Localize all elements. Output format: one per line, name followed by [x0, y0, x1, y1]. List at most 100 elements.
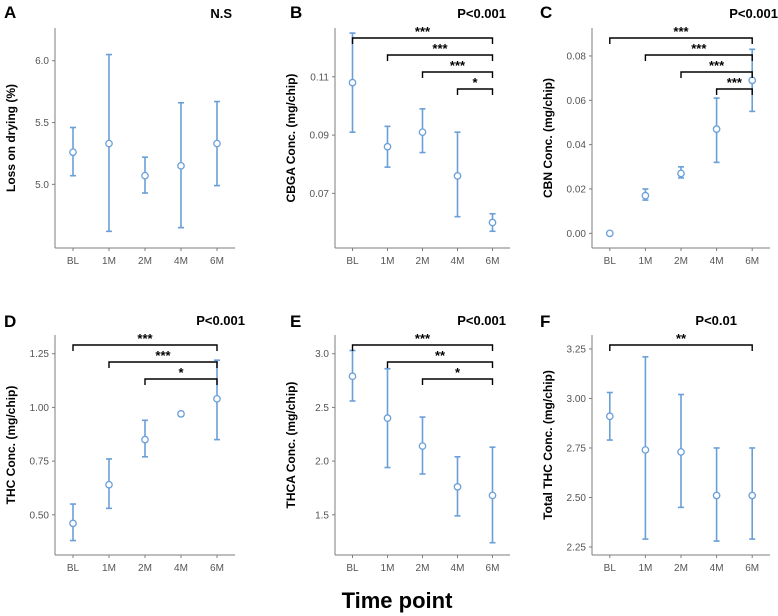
- data-point: [453, 483, 462, 491]
- data-point: [641, 446, 650, 454]
- x-tick-label: BL: [346, 563, 359, 574]
- p-value-label: P<0.01: [695, 313, 737, 328]
- x-tick-label: 6M: [486, 563, 500, 574]
- x-tick-label: BL: [67, 256, 80, 267]
- y-tick-label: 5.5: [35, 118, 49, 129]
- data-point: [69, 519, 77, 528]
- significance-bracket: [680, 71, 753, 78]
- y-tick-label: 0.06: [567, 96, 587, 107]
- panel-letter: E: [290, 312, 301, 331]
- p-value-label: P<0.001: [196, 313, 245, 328]
- significance-bracket: [609, 37, 753, 44]
- x-tick-label: 6M: [745, 563, 759, 574]
- data-point: [348, 78, 357, 87]
- p-value-label: P<0.001: [457, 6, 506, 21]
- significance-bracket: [351, 37, 494, 44]
- chart-panel-b: B P<0.001 CBGA Conc. (mg/chip) 0.07 0.09 0.11…: [284, 3, 510, 267]
- significance-bracket: [72, 344, 218, 351]
- y-tick-label: 0.08: [567, 51, 587, 62]
- y-tick-label: 2.75: [567, 443, 587, 454]
- panel-letter: B: [290, 3, 302, 22]
- panel-letter: F: [540, 312, 550, 331]
- x-tick-label: 6M: [210, 256, 224, 267]
- significance-bracket: [456, 88, 494, 95]
- data-point: [605, 412, 614, 421]
- y-tick-label: 0.00: [567, 229, 587, 240]
- x-tick-label: 1M: [381, 256, 395, 267]
- significance-label: *: [455, 365, 461, 380]
- data-point: [748, 491, 757, 500]
- significance-label: ***: [432, 41, 448, 56]
- significance-label: ***: [727, 75, 743, 90]
- y-tick-label: 6.0: [35, 56, 49, 67]
- data-point: [105, 480, 113, 489]
- y-axis-label: Total THC Conc. (mg/chip): [541, 370, 555, 520]
- data-point: [712, 491, 721, 500]
- data-point: [605, 229, 614, 238]
- significance-label: ***: [137, 331, 153, 346]
- y-tick-label: 3.00: [567, 394, 587, 405]
- data-point: [105, 139, 113, 148]
- y-tick-label: 0.75: [30, 457, 50, 468]
- significance-label: ***: [691, 41, 707, 56]
- significance-label: **: [435, 348, 446, 363]
- y-axis-label: THCA Conc. (mg/chip): [284, 382, 298, 509]
- chart-panel-c: C P<0.001 CBN Conc. (mg/chip) 0.00 0.02 0.04 0…: [540, 3, 778, 267]
- x-tick-label: 1M: [381, 563, 395, 574]
- x-tick-label: BL: [67, 563, 80, 574]
- panel-letter: A: [4, 3, 16, 22]
- y-tick-label: 3.25: [567, 344, 587, 355]
- data-point: [177, 161, 185, 170]
- p-value-label: N.S: [210, 6, 232, 21]
- x-tick-label: 2M: [674, 256, 688, 267]
- y-axis-label: THC Conc. (mg/chip): [4, 386, 18, 505]
- x-tick-label: 2M: [138, 563, 152, 574]
- significance-label: ***: [709, 58, 725, 73]
- significance-label: **: [676, 331, 687, 346]
- x-tick-label: 4M: [451, 256, 465, 267]
- data-point: [383, 142, 392, 151]
- data-point: [453, 172, 462, 180]
- x-tick-label: 2M: [416, 563, 430, 574]
- significance-bracket: [386, 361, 494, 368]
- y-tick-label: 2.5: [315, 403, 329, 414]
- data-point: [69, 148, 77, 157]
- data-point: [141, 171, 149, 180]
- significance-label: ***: [415, 24, 431, 39]
- panels: A N.S Loss on drying (%) 5.0 5.5 6.0 BL 1M 2M 4M 6…: [4, 3, 778, 574]
- x-tick-label: 1M: [638, 563, 652, 574]
- y-tick-label: 1.00: [30, 403, 50, 414]
- data-point: [348, 372, 357, 381]
- significance-bracket: [715, 88, 753, 95]
- significance-bracket: [144, 378, 218, 385]
- x-tick-label: BL: [346, 256, 359, 267]
- chart-panel-a: A N.S Loss on drying (%) 5.0 5.5 6.0 BL 1M 2M 4M 6…: [4, 3, 235, 267]
- data-point: [488, 218, 497, 227]
- significance-bracket: [108, 361, 218, 368]
- data-point: [712, 125, 721, 133]
- x-tick-label: BL: [604, 563, 617, 574]
- data-point: [418, 442, 427, 450]
- y-tick-label: 0.09: [310, 131, 330, 142]
- x-tick-label: 6M: [745, 256, 759, 267]
- x-tick-label: 4M: [174, 256, 188, 267]
- chart-panel-f: F P<0.01 Total THC Conc. (mg/chip) 2.25 2.50…: [540, 312, 770, 574]
- significance-bracket: [386, 54, 494, 61]
- y-tick-label: 0.50: [30, 510, 50, 521]
- x-tick-label: 2M: [416, 256, 430, 267]
- x-tick-label: 1M: [638, 256, 652, 267]
- y-tick-label: 0.07: [310, 189, 330, 200]
- x-tick-label: 4M: [710, 256, 724, 267]
- chart-panel-d: D P<0.001 THC Conc. (mg/chip) 0.50 0.75 1.00 1…: [4, 312, 245, 574]
- x-tick-label: 4M: [710, 563, 724, 574]
- significance-bracket: [421, 378, 494, 385]
- significance-label: ***: [450, 58, 466, 73]
- data-point: [677, 169, 685, 178]
- data-point: [141, 435, 149, 444]
- y-tick-label: 2.0: [315, 457, 329, 468]
- significance-label: ***: [673, 24, 689, 39]
- significance-label: ***: [415, 331, 431, 346]
- data-point: [177, 410, 185, 418]
- y-axis-label: CBN Conc. (mg/chip): [541, 78, 555, 198]
